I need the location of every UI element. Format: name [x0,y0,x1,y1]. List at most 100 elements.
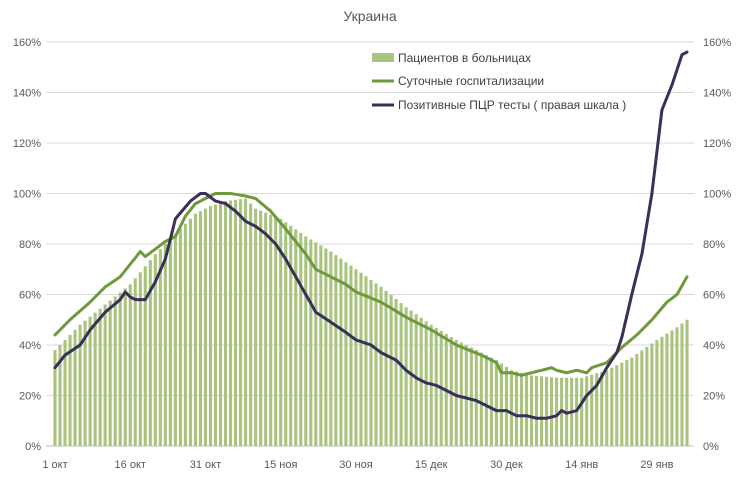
bar [394,299,398,446]
bar [304,236,308,446]
y-tick-label-left: 100% [13,189,41,201]
bar [264,212,268,446]
bar [208,206,213,446]
bar [289,225,293,446]
x-tick-label: 15 дек [415,459,448,471]
bar [359,272,363,446]
bar [484,355,488,446]
x-tick-label: 30 дек [490,459,523,471]
bar [299,232,303,446]
bar [414,314,418,446]
bar [489,357,493,446]
bar [168,238,172,446]
bar [369,279,373,446]
bar [213,204,218,446]
bar [349,265,353,446]
bar [384,290,388,446]
bar [524,374,529,446]
bar [53,350,57,446]
bar [234,199,238,446]
bar [529,375,534,446]
bar [314,242,318,446]
bar [83,320,87,446]
bar [73,329,77,446]
bar [479,352,483,446]
y-tick-label-left: 80% [19,239,41,251]
line-pcr-tests [53,50,689,420]
y-tick-label-right: 100% [703,189,731,201]
bar [324,248,328,446]
bar [198,211,203,446]
bar [464,345,468,446]
bar [670,330,674,446]
bar [98,308,102,446]
bar [580,377,584,446]
bar [193,213,197,446]
bar [329,251,333,446]
bar [620,362,624,446]
y-tick-label-right: 20% [703,391,725,403]
bar [409,310,413,446]
bar [640,350,644,446]
bar [645,347,649,446]
bar [399,303,403,446]
y-tick-label-right: 120% [703,138,731,150]
bar [153,254,157,446]
y-tick-label-right: 60% [703,290,725,302]
bar [259,210,263,446]
bar [509,370,513,446]
x-tick-label: 30 ноя [339,459,372,471]
y-tick-label-left: 160% [13,37,41,49]
legend-swatch-patients [372,53,394,62]
y-tick-label-right: 40% [703,340,725,352]
bar [118,292,122,446]
bar [364,276,368,446]
bar [655,339,659,446]
bar [555,377,559,446]
bar [123,288,127,446]
bar [665,333,669,446]
bar [133,278,137,446]
y-tick-label-left: 40% [19,340,41,352]
bar [163,244,167,446]
bar [93,312,97,446]
legend-label-patients: Пациентов в больницах [398,51,531,65]
bar [143,266,147,446]
bar [539,376,544,446]
bar [229,200,233,446]
bar [294,229,298,446]
bar [78,324,82,446]
legend-label-hospitalizations: Суточные госпитализации [398,74,544,88]
x-tick-label: 1 окт [42,459,67,471]
bar [63,339,67,446]
y-tick-label-right: 160% [703,37,731,49]
bar [630,357,634,446]
bar [650,343,654,446]
chart-title: Украина [343,8,397,24]
bar [103,304,107,446]
bar [685,319,689,446]
bar [610,367,614,446]
bar [178,228,182,446]
line-hospitalizations [53,192,689,377]
y-tick-label-right: 140% [703,88,731,100]
bar [158,249,162,446]
bar [504,366,508,446]
bar [474,350,478,446]
bar [249,203,253,446]
bar [595,373,599,446]
y-tick-label-left: 60% [19,290,41,302]
bar [585,376,589,446]
bar [499,363,503,446]
bar [334,255,338,446]
bar [344,262,348,446]
y-tick-label-left: 0% [25,441,41,453]
bar [545,376,549,446]
bar [128,284,132,446]
x-tick-label: 16 окт [115,459,146,471]
bar [244,198,248,446]
x-tick-label: 15 ноя [264,459,297,471]
line-series [53,50,689,420]
bar [274,216,278,446]
